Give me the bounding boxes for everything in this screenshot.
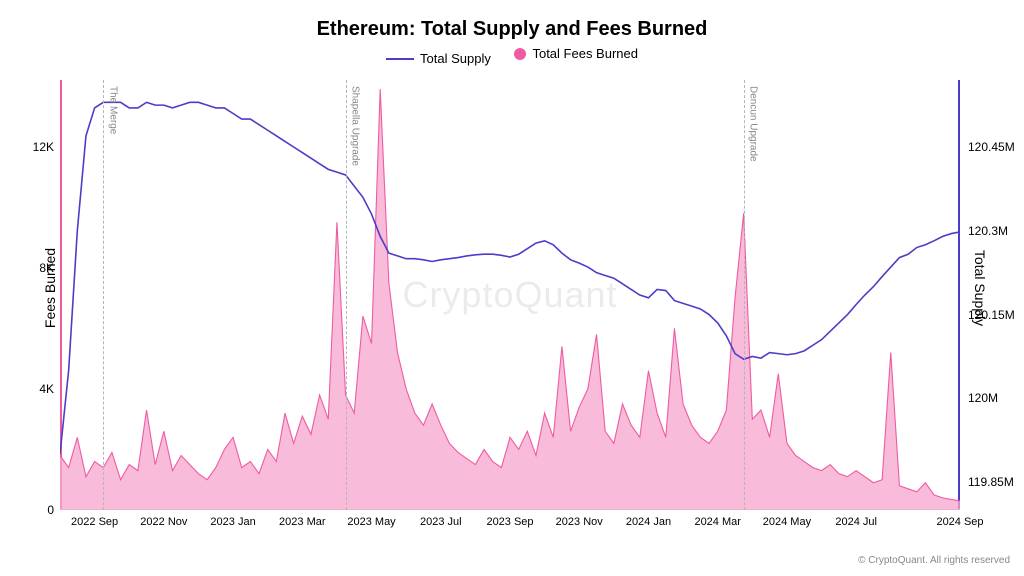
x-tick: 2023 May [347,510,395,528]
x-tick: 2022 Sep [71,510,118,528]
x-tick: 2023 Jul [420,510,462,528]
legend-line-label: Total Supply [420,51,491,66]
chart-container: Ethereum: Total Supply and Fees Burned T… [0,0,1024,576]
legend: Total Supply Total Fees Burned [0,46,1024,66]
x-tick: 2023 Jan [210,510,255,528]
plot-area: CryptoQuant The MergeShapella UpgradeDen… [60,80,960,510]
y-left-tick: 4K [14,382,60,396]
x-tick: 2024 Mar [694,510,740,528]
x-tick: 2022 Nov [140,510,187,528]
annotation-line [346,80,347,510]
x-tick: 2024 Jan [626,510,671,528]
annotation-label: The Merge [107,86,118,134]
legend-item-line: Total Supply [386,51,491,66]
y-right-tick: 120.15M [960,308,1024,322]
y-left-tick: 12K [14,140,60,154]
x-tick: 2023 Mar [279,510,325,528]
legend-item-area: Total Fees Burned [514,46,638,61]
y-right-tick: 120.3M [960,224,1024,238]
legend-area-label: Total Fees Burned [532,46,638,61]
x-tick: 2024 May [763,510,811,528]
y-right-tick: 119.85M [960,475,1024,489]
x-tick: 2024 Sep [936,510,983,528]
annotation-label: Shapella Upgrade [350,86,361,166]
chart-title: Ethereum: Total Supply and Fees Burned [0,18,1024,41]
copyright: © CryptoQuant. All rights reserved [858,555,1010,566]
chart-svg [60,80,960,510]
y-right-tick: 120.45M [960,140,1024,154]
y-left-tick: 0 [14,503,60,517]
x-tick: 2024 Jul [835,510,877,528]
x-tick: 2023 Sep [486,510,533,528]
annotation-label: Dencun Upgrade [748,86,759,162]
annotation-line [103,80,104,510]
y-left-tick: 8K [14,261,60,275]
fees-area-outline [60,89,960,501]
supply-line [60,102,960,454]
x-tick: 2023 Nov [556,510,603,528]
line-swatch-icon [386,58,414,60]
annotation-line [744,80,745,510]
fees-area [60,89,960,510]
dot-swatch-icon [514,48,526,60]
y-right-tick: 120M [960,391,1024,405]
